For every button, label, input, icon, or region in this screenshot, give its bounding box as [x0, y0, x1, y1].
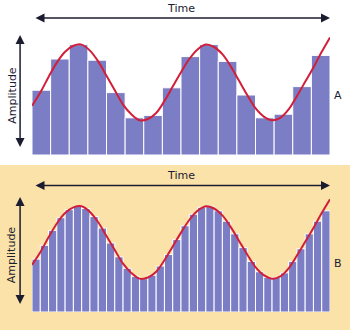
svg-text:Amplitude: Amplitude: [5, 227, 18, 284]
svg-text:A: A: [334, 89, 342, 102]
svg-text:Time: Time: [167, 2, 195, 15]
svg-text:Amplitude: Amplitude: [6, 67, 19, 124]
svg-text:Time: Time: [167, 169, 195, 182]
svg-text:B: B: [334, 257, 342, 270]
